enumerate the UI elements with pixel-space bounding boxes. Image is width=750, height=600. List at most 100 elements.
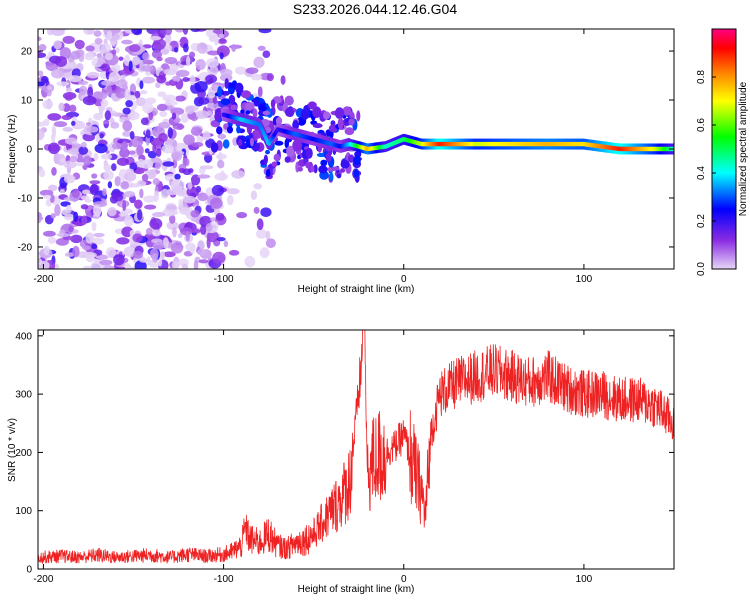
spectrogram-x-tick-label: 100	[576, 274, 593, 285]
noise-blob	[87, 86, 94, 98]
ridge-scatter-blob	[222, 90, 230, 96]
noise-blob	[111, 193, 124, 202]
noise-blob	[214, 172, 228, 181]
spectrogram-y-tick-label: 20	[21, 47, 33, 58]
ridge-scatter-blob	[237, 138, 243, 147]
noise-blob	[181, 263, 189, 269]
noise-blob	[53, 121, 68, 128]
ridge-scatter-blob	[353, 155, 361, 166]
noise-blob	[153, 190, 159, 203]
noise-blob	[81, 189, 90, 195]
noise-blob	[38, 43, 47, 52]
noise-blob	[196, 137, 204, 144]
noise-blob	[93, 30, 102, 37]
noise-blob	[128, 44, 141, 53]
ridge-scatter-blob	[214, 111, 221, 122]
colorbar-gradient	[711, 28, 737, 270]
ridge-scatter-blob	[236, 126, 241, 134]
noise-blob	[171, 112, 177, 120]
noise-blob	[89, 183, 99, 196]
noise-blob	[49, 194, 55, 204]
noise-blob	[64, 137, 78, 145]
noise-blob	[127, 111, 140, 121]
noise-blob	[83, 155, 92, 166]
noise-blob	[218, 33, 224, 39]
snr-x-tick-label: -100	[214, 574, 234, 585]
noise-blob	[253, 183, 262, 190]
ridge-scatter-blob	[337, 117, 344, 130]
noise-blob	[63, 174, 76, 184]
noise-blob	[175, 29, 185, 33]
noise-blob	[231, 169, 245, 179]
noise-blob	[47, 236, 57, 244]
ridge-scatter-blob	[210, 142, 219, 153]
noise-blob	[174, 173, 181, 180]
noise-blob	[62, 236, 75, 241]
noise-blob	[116, 157, 129, 166]
noise-blob	[213, 33, 219, 46]
noise-blob	[218, 133, 226, 140]
noise-blob	[142, 102, 154, 114]
colorbar-tick-label: 0.8	[696, 70, 707, 84]
ridge-scatter-blob	[254, 96, 261, 101]
ridge-scatter-blob	[265, 168, 271, 177]
spectrogram-y-tick-label: 10	[21, 96, 33, 107]
ridge-scatter-blob	[217, 86, 223, 98]
noise-blob	[134, 90, 141, 99]
noise-blob	[197, 192, 209, 202]
noise-blob	[51, 29, 65, 37]
noise-blob	[196, 42, 208, 54]
noise-blob	[244, 256, 256, 268]
noise-blob	[115, 88, 127, 99]
noise-blob	[182, 77, 190, 83]
snr-x-label: Height of straight line (km)	[298, 584, 415, 595]
noise-blob	[103, 170, 114, 181]
noise-blob	[152, 241, 165, 250]
noise-blob	[158, 121, 171, 129]
ridge-scatter-blob	[329, 172, 334, 182]
noise-blob	[215, 153, 228, 160]
noise-blob	[68, 104, 77, 113]
noise-blob	[123, 54, 131, 67]
spectrogram-ridge	[210, 78, 674, 183]
noise-blob	[71, 120, 76, 126]
noise-blob	[121, 39, 133, 45]
ridge-scatter-blob	[244, 102, 255, 111]
noise-blob	[161, 144, 175, 154]
noise-blob	[205, 223, 213, 232]
colorbar-tick-label: 0.4	[696, 166, 707, 180]
noise-blob	[114, 176, 121, 187]
noise-blob	[163, 68, 177, 76]
noise-blob	[47, 113, 62, 121]
noise-blob	[196, 248, 207, 256]
noise-blob	[85, 232, 94, 244]
noise-blob	[53, 40, 62, 50]
noise-blob	[152, 177, 160, 186]
noise-blob	[160, 188, 170, 199]
noise-blob	[265, 230, 271, 241]
noise-blob	[140, 159, 154, 169]
noise-blob	[95, 91, 108, 100]
spectrogram-y-tick-label: -20	[18, 242, 33, 253]
noise-blob	[170, 242, 184, 254]
noise-blob	[136, 180, 147, 187]
noise-blob	[205, 74, 218, 84]
noise-blob	[115, 47, 120, 54]
noise-blob	[132, 250, 144, 259]
noise-blob	[195, 110, 209, 119]
noise-blob	[122, 130, 132, 137]
noise-blob	[152, 229, 161, 237]
noise-blob	[38, 50, 42, 57]
noise-blob	[122, 200, 127, 212]
noise-blob	[100, 63, 111, 72]
noise-blob	[70, 234, 83, 244]
noise-blob	[189, 75, 196, 86]
noise-blob	[149, 35, 162, 41]
noise-blob	[91, 243, 98, 249]
noise-blob	[154, 162, 161, 170]
noise-blob	[236, 212, 248, 219]
noise-blob	[59, 47, 72, 60]
noise-blob	[202, 130, 211, 141]
